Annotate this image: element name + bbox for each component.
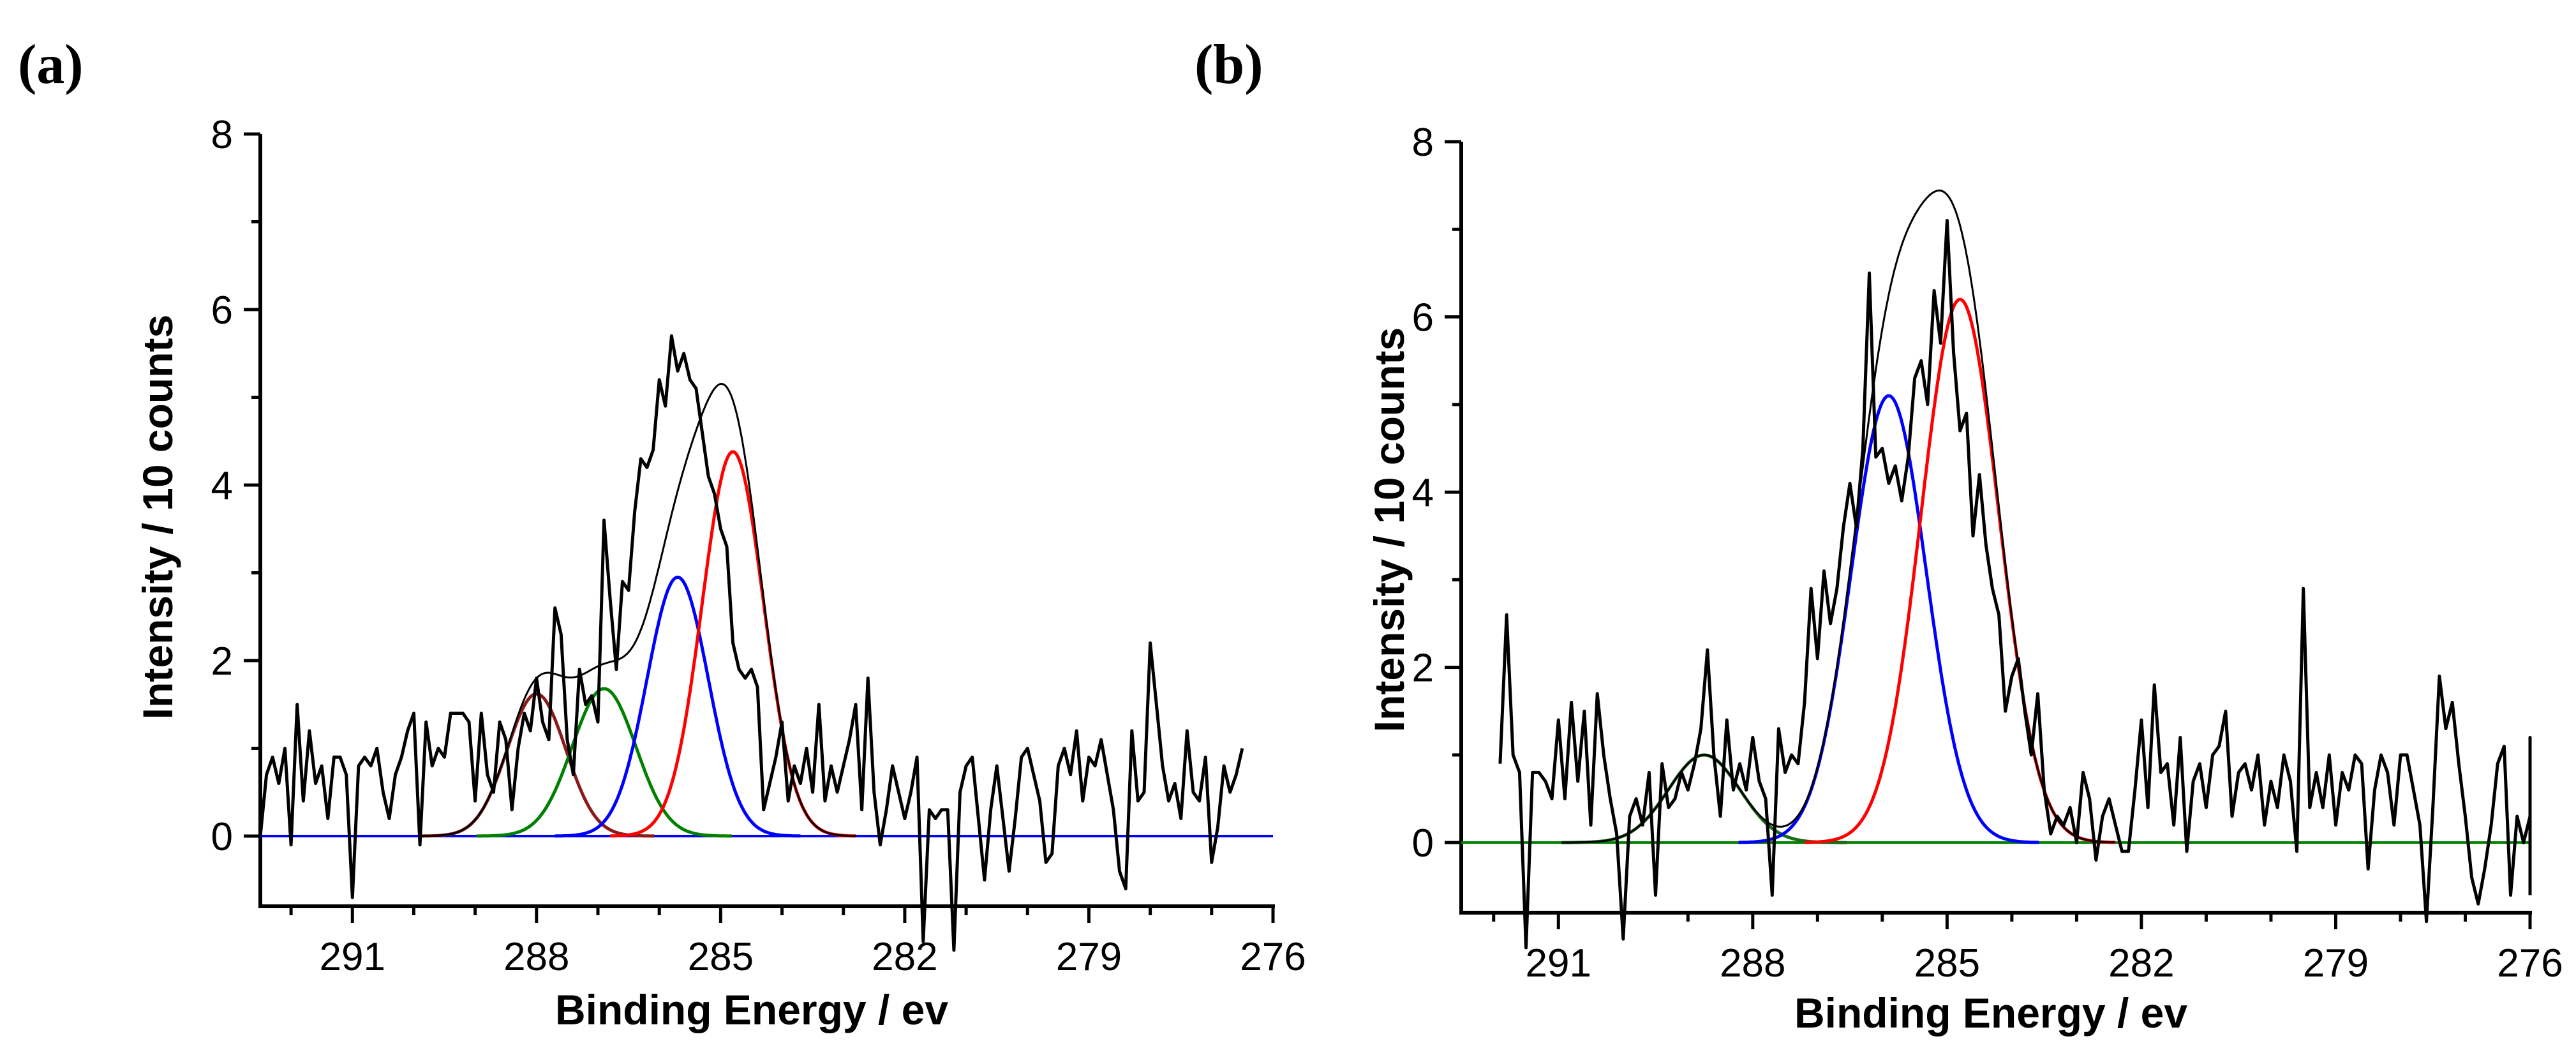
fit-component-1-a — [419, 692, 655, 838]
x-tick-label-a: 288 — [503, 935, 569, 979]
x-tick-label-b: 285 — [1914, 941, 1980, 985]
x-tick-label-a: 291 — [320, 935, 385, 979]
y-tick-label-b: 8 — [1412, 121, 1434, 165]
y-axis-title-a: Intensity / 10 counts — [134, 315, 181, 719]
y-tick-label-a: 6 — [211, 288, 233, 333]
y-tick-label-a: 4 — [211, 464, 233, 508]
y-tick-label-a: 2 — [211, 640, 233, 684]
raw-spectrum-b — [1498, 219, 2532, 950]
x-axis-title-b: Binding Energy / ev — [1794, 989, 2187, 1036]
x-tick-label-a: 279 — [1056, 935, 1122, 979]
x-tick-label-b: 279 — [2303, 941, 2369, 985]
fit-component-2-b — [1738, 394, 2039, 844]
chart-b: (b) Intensity / 10 counts Binding Energy… — [1195, 34, 2563, 1036]
x-axis-title-a: Binding Energy / ev — [555, 986, 948, 1033]
x-tick-label-a: 276 — [1240, 935, 1306, 979]
panel-label-a: (a) — [18, 34, 84, 96]
fit-envelope-a — [419, 383, 856, 837]
chart-a: (a) Intensity / 10 counts Binding Energy… — [18, 34, 1306, 1033]
fit-component-2-a — [476, 687, 732, 838]
x-tick-label-b: 276 — [2497, 941, 2563, 985]
x-tick-label-b: 291 — [1526, 941, 1591, 985]
panel-label-b: (b) — [1195, 34, 1263, 96]
y-tick-label-b: 6 — [1412, 296, 1434, 340]
y-tick-label-b: 4 — [1412, 471, 1434, 515]
x-tick-label-a: 282 — [872, 935, 937, 979]
x-tick-label-b: 288 — [1720, 941, 1785, 985]
y-axis-title-b: Intensity / 10 counts — [1366, 327, 1413, 732]
x-tick-label-a: 285 — [688, 935, 754, 979]
x-tick-label-b: 282 — [2108, 941, 2174, 985]
y-tick-label-b: 2 — [1412, 647, 1434, 691]
raw-spectrum-a — [258, 334, 1244, 952]
y-tick-label-b: 0 — [1412, 821, 1434, 865]
y-tick-label-a: 0 — [211, 815, 233, 859]
fit-component-3-a — [555, 575, 801, 838]
y-tick-label-a: 8 — [211, 113, 233, 157]
